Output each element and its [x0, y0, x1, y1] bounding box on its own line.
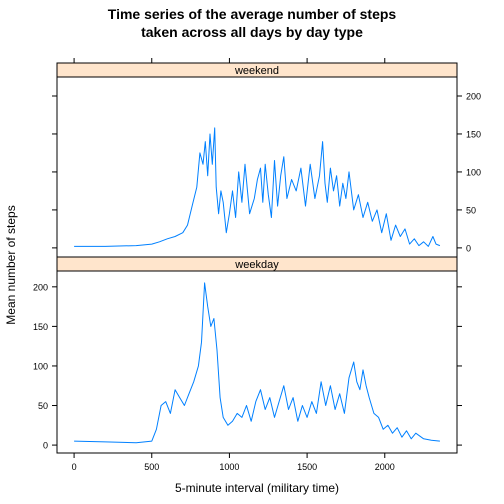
y-tick-label-weekend: 50 — [466, 205, 476, 215]
strip-label-weekend: weekend — [234, 65, 279, 77]
x-tick-label: 2000 — [375, 462, 395, 472]
series-line-weekend — [74, 128, 440, 246]
x-tick-label: 0 — [72, 462, 77, 472]
y-tick-label-weekend: 150 — [466, 129, 481, 139]
y-tick-label-weekend: 100 — [466, 167, 481, 177]
y-tick-label-weekend: 0 — [466, 243, 471, 253]
y-axis-label: Mean number of steps — [4, 205, 18, 324]
y-tick-label-weekday: 200 — [33, 282, 48, 292]
y-tick-label-weekend: 200 — [466, 91, 481, 101]
panel-frame-weekday — [57, 271, 457, 453]
x-tick-label: 500 — [144, 462, 159, 472]
x-axis-label: 5-minute interval (military time) — [175, 481, 339, 495]
y-tick-label-weekday: 150 — [33, 322, 48, 332]
y-tick-label-weekday: 50 — [38, 401, 48, 411]
chart-title-line-1: Time series of the average number of ste… — [108, 6, 397, 22]
strip-label-weekday: weekday — [234, 259, 279, 271]
x-tick-label: 1500 — [297, 462, 317, 472]
x-tick-label: 1000 — [219, 462, 239, 472]
chart-title-line-2: taken across all days by day type — [141, 24, 363, 40]
panel-frame-weekend — [57, 77, 457, 257]
series-line-weekday — [74, 283, 440, 443]
y-tick-label-weekday: 100 — [33, 361, 48, 371]
y-tick-label-weekday: 0 — [43, 441, 48, 451]
